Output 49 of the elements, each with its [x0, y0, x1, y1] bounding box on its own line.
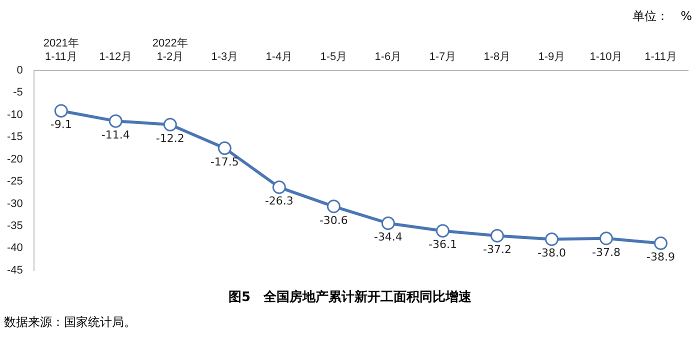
x-tick-label: 2021年 1-11月 — [43, 38, 79, 63]
point — [272, 180, 286, 194]
y-tick-label: -40 — [6, 242, 23, 254]
y-tick-label: -35 — [6, 220, 23, 232]
data-label: -9.1 — [50, 118, 72, 132]
source-note: 数据来源：国家统计局。 — [4, 314, 136, 331]
y-tick-label: -25 — [6, 176, 23, 188]
data-label: -12.2 — [156, 132, 184, 145]
point — [599, 232, 613, 246]
point — [163, 118, 177, 132]
data-label: -38.9 — [646, 250, 675, 264]
point — [436, 224, 450, 238]
text: 单位： % — [632, 8, 692, 25]
data-label: -26.3 — [264, 194, 294, 208]
point — [544, 232, 558, 246]
data-label: -38.0 — [537, 246, 566, 260]
x-tick-label: 1-3月 — [211, 50, 238, 63]
text: 图5 全国房地产累计新开工面积同比增速 — [227, 288, 473, 306]
data-label: -37.8 — [592, 246, 620, 259]
data-label: -37.2 — [482, 243, 512, 256]
data-label: -34.4 — [374, 230, 402, 244]
y-tick-label: -15 — [6, 131, 23, 144]
x-tick-label: 1-9月 — [538, 50, 566, 63]
data-label: -30.6 — [319, 214, 348, 227]
y-tick-label: -20 — [6, 153, 23, 166]
y-tick-label: -45 — [6, 264, 23, 276]
point — [108, 114, 122, 128]
point — [326, 200, 340, 214]
x-tick-label: 1-4月 — [266, 50, 293, 63]
y-tick-label: -30 — [6, 198, 23, 210]
x-tick-label: 1-8月 — [484, 50, 511, 63]
x-tick-label: 1-7月 — [429, 50, 456, 63]
x-tick-label: 1-11月 — [644, 50, 677, 63]
data-label: -36.1 — [428, 238, 457, 252]
y-tick-label: -10 — [6, 108, 23, 121]
y-tick-label: 0 — [16, 64, 23, 76]
x-tick-label: 1-5月 — [320, 50, 348, 63]
x-tick-label: 1-10月 — [590, 50, 623, 63]
x-tick-label: 2022年 1-2月 — [152, 38, 188, 63]
point — [654, 236, 668, 250]
y-tick-label: -5 — [13, 86, 23, 99]
point — [381, 216, 395, 230]
data-label: -17.5 — [210, 156, 239, 169]
x-tick-label: 1-12月 — [99, 50, 132, 63]
point — [218, 141, 232, 155]
point — [490, 228, 504, 242]
x-tick-label: 1-6月 — [374, 50, 402, 63]
point — [54, 104, 68, 118]
data-label: -11.4 — [101, 128, 130, 142]
